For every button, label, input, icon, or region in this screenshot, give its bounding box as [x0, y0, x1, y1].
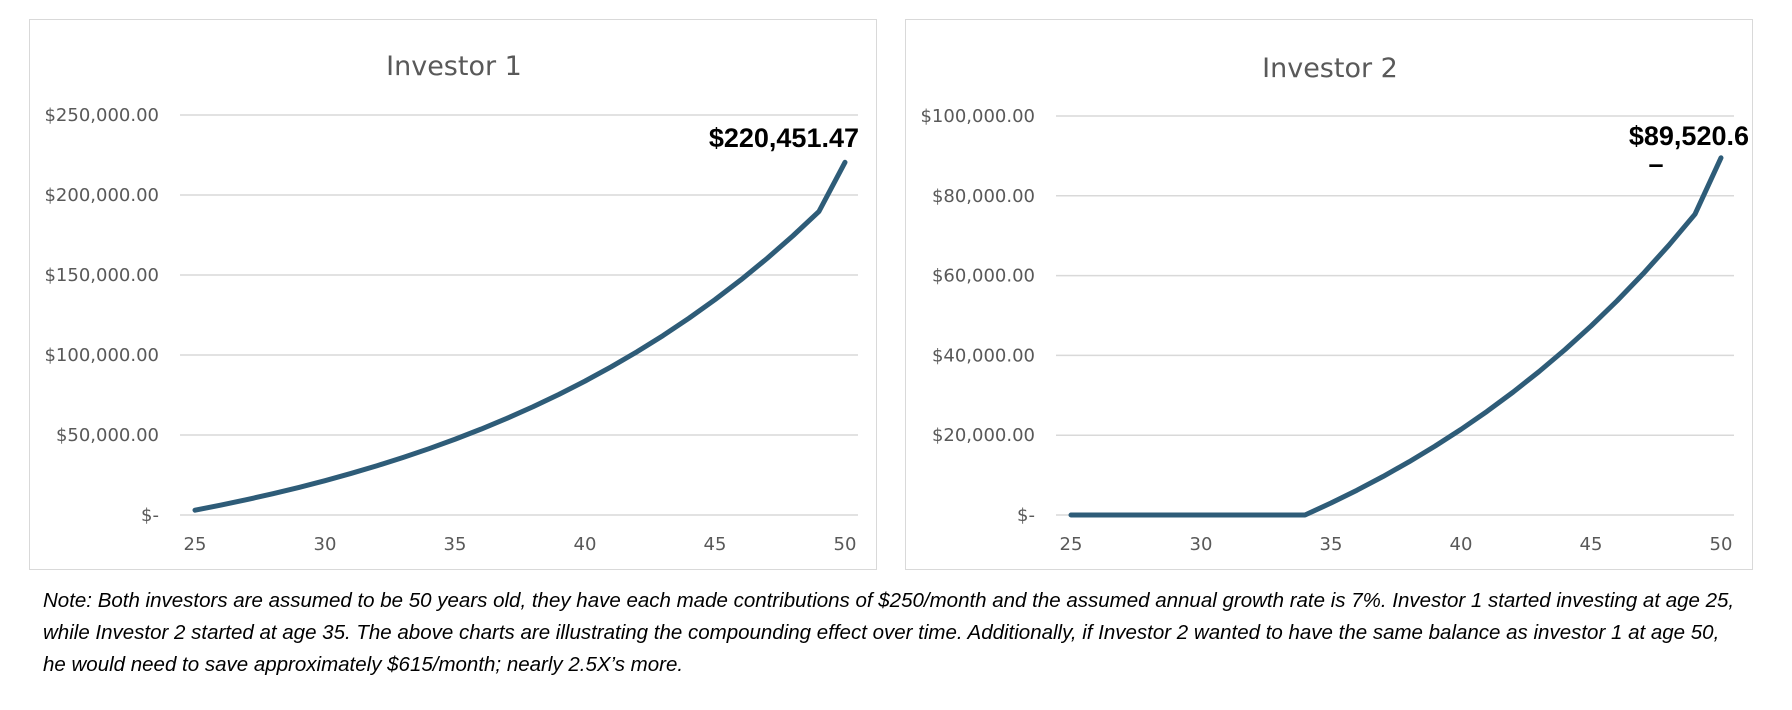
investor-1-x-tick-label: 25 [184, 534, 207, 555]
investor-2-chart: Investor 2 $- $20,000.00 $40,000.00 $60,000.… [905, 19, 1753, 570]
investor-1-chart: Investor 1 $- $50,000.00 $100,000.00 $150,00… [29, 19, 877, 570]
investor-2-y-tick-label: $20,000.00 [932, 425, 1035, 446]
investor-2-x-tick-label: 45 [1580, 534, 1603, 555]
investor-1-x-tick-label: 50 [834, 534, 857, 555]
investor-2-x-tick-label: 35 [1320, 534, 1343, 555]
investor-1-series-line [192, 159, 848, 513]
investor-1-x-tick-label: 45 [704, 534, 727, 555]
investor-1-y-tick-label: $200,000.00 [44, 185, 159, 206]
investor-2-chart-svg: Investor 2 $- $20,000.00 $40,000.00 $60,000.… [920, 53, 1749, 555]
investor-2-x-tick-label: 50 [1710, 534, 1733, 555]
investor-2-x-tick-label: 25 [1060, 534, 1083, 555]
investor-1-end-value-label: $220,451.47 [709, 123, 859, 153]
investor-1-x-tick-label: 40 [574, 534, 597, 555]
investor-2-y-tick-label: $- [1017, 505, 1035, 526]
investor-1-y-tick-label: $100,000.00 [44, 345, 159, 366]
investor-1-y-tick-label: $50,000.00 [56, 425, 159, 446]
investor-2-y-tick-label: $40,000.00 [932, 345, 1035, 366]
investor-1-y-tick-label: $150,000.00 [44, 265, 159, 286]
investor-2-end-value-label: $89,520.6 [1629, 121, 1749, 151]
investor-1-y-tick-label: $- [141, 505, 159, 526]
investor-2-chart-title: Investor 2 [1262, 53, 1398, 84]
investor-2-series-line [1068, 155, 1724, 518]
investor-2-x-tick-label: 40 [1450, 534, 1473, 555]
investor-2-y-tick-label: $60,000.00 [932, 266, 1035, 287]
investor-2-x-tick-label: 30 [1190, 534, 1213, 555]
investor-1-x-tick-label: 30 [314, 534, 337, 555]
investor-2-end-value-label-wrap: – [1648, 149, 1663, 179]
investor-1-chart-title: Investor 1 [386, 51, 522, 82]
investor-1-x-tick-label: 35 [444, 534, 467, 555]
investor-1-y-tick-label: $250,000.00 [44, 105, 159, 126]
investor-1-chart-svg: Investor 1 $- $50,000.00 $100,000.00 $150,00… [44, 51, 859, 555]
investor-2-y-tick-label: $80,000.00 [932, 186, 1035, 207]
chart-note: Note: Both investors are assumed to be 5… [43, 589, 1735, 676]
investor-2-y-tick-label: $100,000.00 [920, 106, 1035, 127]
